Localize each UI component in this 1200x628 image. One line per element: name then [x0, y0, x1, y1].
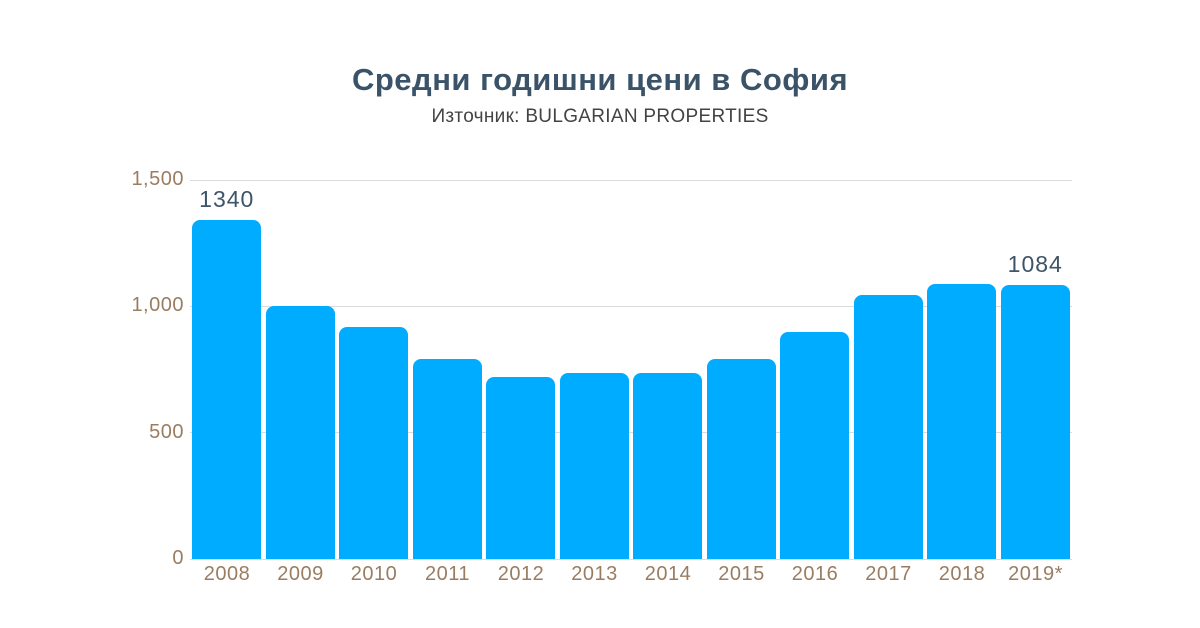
bar-2018 [927, 283, 997, 559]
bar-2010 [339, 326, 409, 559]
y-axis-tick-label: 1,000 [131, 294, 184, 317]
chart-subtitle: Източник: BULGARIAN PROPERTIES [431, 106, 769, 127]
x-axis-tick-label-2016: 2016 [791, 563, 839, 585]
bar-2011 [412, 359, 482, 559]
x-axis-tick-label-2008: 2008 [203, 563, 251, 585]
x-axis-tick-label-2011: 2011 [424, 563, 470, 585]
x-axis-tick-label-2018: 2018 [938, 563, 986, 585]
bar-2013 [559, 373, 629, 559]
bar-2014 [633, 372, 703, 559]
bar-2008 [192, 220, 262, 559]
bar-value-label-2008: 1340 [199, 186, 255, 213]
x-axis-tick-label-2010: 2010 [350, 563, 398, 585]
x-axis-tick-label-2012: 2012 [497, 563, 545, 585]
y-axis-tick-label: 1,500 [131, 168, 184, 190]
bar-chart-plot-area: 1340 1084 [190, 179, 1072, 560]
x-axis-tick-label-2014: 2014 [644, 563, 692, 585]
bar-2017 [853, 294, 923, 559]
bar-2009 [265, 306, 335, 559]
gridline [190, 558, 1072, 560]
x-axis-tick-label-2017: 2017 [865, 563, 912, 585]
chart-title: Средни годишни цени в София [351, 62, 849, 97]
x-axis-tick-label-2013: 2013 [571, 563, 618, 585]
x-axis-tick-label-2015: 2015 [718, 563, 765, 585]
bar-value-label-2019*: 1084 [1007, 251, 1063, 278]
y-axis-tick-label: 0 [172, 547, 184, 569]
gridline [190, 179, 1072, 181]
bar-2019* [1000, 285, 1070, 559]
bar-2015 [706, 359, 776, 559]
gridline [190, 305, 1072, 307]
x-axis-tick-label-2009: 2009 [277, 563, 324, 585]
bar-2012 [486, 377, 556, 559]
y-axis-tick-label: 500 [149, 420, 184, 443]
bar-2016 [780, 331, 850, 559]
gridline [190, 432, 1072, 434]
x-axis-tick-label-2019*: 2019* [1008, 563, 1063, 585]
